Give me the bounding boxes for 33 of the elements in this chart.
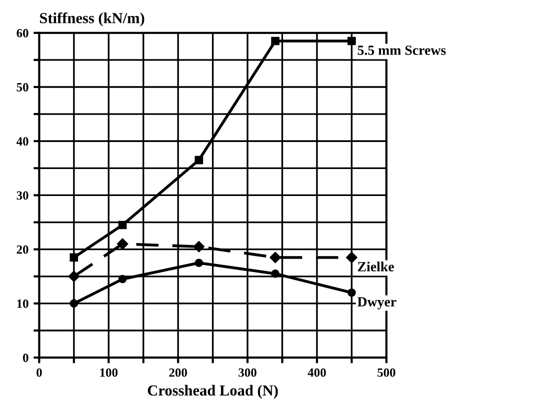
y-tick-label: 30 bbox=[16, 191, 28, 200]
y-axis-title: Stiffness (kN/m) bbox=[40, 12, 144, 26]
y-tick-label: 40 bbox=[16, 137, 28, 146]
point bbox=[68, 270, 80, 282]
point bbox=[118, 274, 127, 284]
point bbox=[348, 36, 356, 46]
point bbox=[346, 252, 358, 264]
point bbox=[194, 258, 204, 268]
series-label: Zielke bbox=[358, 262, 394, 272]
y-tick-label: 20 bbox=[16, 245, 28, 254]
x-tick-label: 200 bbox=[169, 368, 187, 377]
point bbox=[193, 241, 205, 252]
point bbox=[270, 252, 281, 264]
point bbox=[70, 253, 78, 262]
point bbox=[271, 36, 280, 46]
x-axis-title: Crosshead Load (N) bbox=[148, 384, 278, 399]
y-tick-label: 10 bbox=[17, 299, 28, 308]
series-label: 5.5 mm Screws bbox=[358, 46, 446, 55]
point bbox=[70, 299, 78, 308]
point bbox=[194, 156, 204, 164]
y-tick-label: 50 bbox=[16, 83, 28, 92]
point bbox=[348, 288, 356, 297]
series-label: Dwyer bbox=[357, 297, 396, 310]
point bbox=[116, 238, 128, 250]
x-tick-label: 0 bbox=[36, 368, 42, 377]
y-tick-label: 60 bbox=[16, 28, 28, 38]
x-tick-label: 100 bbox=[100, 368, 118, 377]
point bbox=[118, 220, 127, 230]
x-tick-label: 500 bbox=[378, 368, 396, 377]
x-tick-label: 300 bbox=[238, 368, 256, 377]
x-tick-label: 400 bbox=[308, 368, 326, 377]
y-tick-label: 0 bbox=[23, 354, 28, 362]
point bbox=[271, 270, 280, 278]
